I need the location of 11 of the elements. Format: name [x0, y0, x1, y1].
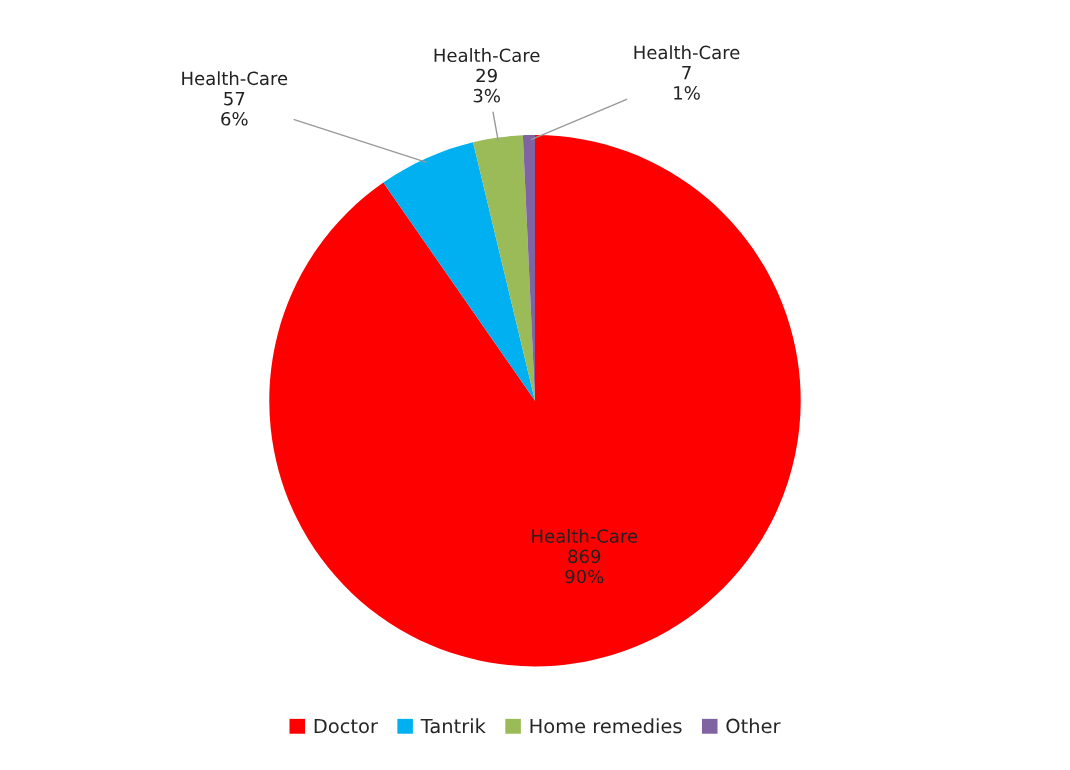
pie-slice	[473, 135, 535, 401]
pie-slice	[383, 142, 535, 401]
data-label: Health-Care 29 3%	[434, 48, 540, 103]
data-label: Health-Care 869 90%	[532, 528, 638, 584]
pie-slice	[269, 134, 801, 667]
legend-label: Tantrik	[420, 718, 486, 734]
data-label: Health-Care 7 1%	[634, 45, 740, 100]
legend-label: Other	[726, 718, 781, 734]
data-label: Health-Care 57 6%	[182, 71, 288, 126]
legend-label: Doctor	[314, 718, 378, 734]
legend-label: Home remedies	[530, 718, 682, 734]
